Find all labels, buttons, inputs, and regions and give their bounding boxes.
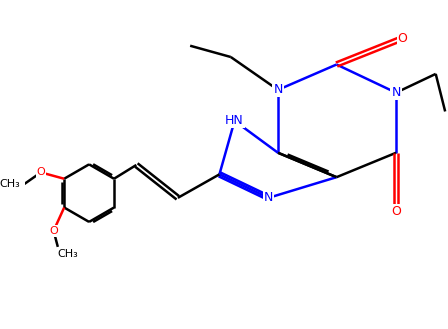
Text: O: O <box>37 167 45 177</box>
Text: HN: HN <box>225 114 244 127</box>
Text: O: O <box>391 205 401 218</box>
Text: CH₃: CH₃ <box>0 179 20 189</box>
Text: N: N <box>264 191 273 204</box>
Text: CH₃: CH₃ <box>58 249 78 260</box>
Text: O: O <box>49 226 58 236</box>
Text: N: N <box>392 86 401 99</box>
Text: O: O <box>398 32 408 45</box>
Text: N: N <box>273 83 283 96</box>
